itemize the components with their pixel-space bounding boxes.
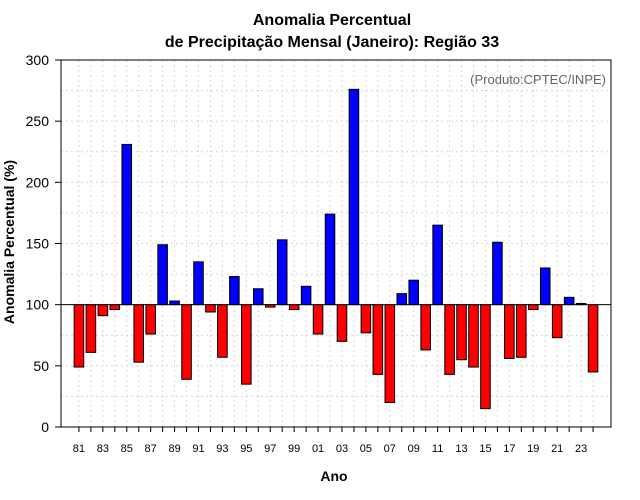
bar-1995 xyxy=(241,304,252,385)
x-tick-label: 13 xyxy=(455,443,467,455)
x-axis-label: Ano xyxy=(320,468,347,484)
bar-1999 xyxy=(288,304,300,311)
bar-1998 xyxy=(276,239,288,306)
chart-title-line1: Anomalia Percentual xyxy=(253,12,411,29)
x-tick-label: 03 xyxy=(336,443,348,455)
x-tick-label: 07 xyxy=(384,443,396,455)
x-tick-label: 91 xyxy=(192,443,204,455)
x-tick-label: 99 xyxy=(288,443,300,455)
bar-2001 xyxy=(312,304,324,335)
bar-1984 xyxy=(109,304,121,311)
bar-1985 xyxy=(121,143,133,306)
bar-1988 xyxy=(157,244,168,306)
bar-2010 xyxy=(420,304,431,351)
bar-2013 xyxy=(456,304,467,361)
x-tick-label: 11 xyxy=(432,443,443,455)
grid-lines xyxy=(61,59,611,428)
bar-2014 xyxy=(468,304,479,368)
x-tick-label: 19 xyxy=(527,443,539,455)
x-tick-label: 23 xyxy=(575,443,587,455)
x-tick-label: 87 xyxy=(145,443,157,455)
x-tick-label: 15 xyxy=(479,443,491,455)
bar-2020 xyxy=(539,267,551,306)
bar-1994 xyxy=(229,276,240,306)
y-tick-label: 150 xyxy=(26,236,50,252)
bar-2000 xyxy=(300,285,312,306)
bar-2021 xyxy=(551,304,563,339)
bar-1981 xyxy=(73,304,85,368)
bar-2022 xyxy=(563,296,575,306)
x-tick-label: 97 xyxy=(264,443,276,455)
bar-2015 xyxy=(480,304,491,410)
x-tick-label: 05 xyxy=(360,443,372,455)
bar-2017 xyxy=(504,304,515,359)
bar-1983 xyxy=(97,304,109,317)
bar-2007 xyxy=(384,304,396,404)
bar-2009 xyxy=(408,279,420,306)
bar-2008 xyxy=(396,293,408,306)
bar-2024 xyxy=(587,304,599,373)
y-tick-label: 250 xyxy=(26,113,50,129)
bar-2012 xyxy=(444,304,455,375)
bar-2016 xyxy=(492,241,503,306)
bar-1996 xyxy=(253,288,264,306)
bar-1992 xyxy=(205,304,216,313)
x-tick-label: 85 xyxy=(121,443,133,455)
y-tick-label: 200 xyxy=(26,174,50,190)
x-tick-label: 83 xyxy=(97,443,109,455)
x-tick-label: 81 xyxy=(73,443,85,455)
bar-1987 xyxy=(145,304,156,335)
x-tick-label: 09 xyxy=(408,443,420,455)
bar-2002 xyxy=(324,213,336,306)
chart-title-line2: de Precipitação Mensal (Janeiro): Região… xyxy=(165,34,499,51)
y-tick-label: 0 xyxy=(41,419,49,435)
bars-group xyxy=(73,88,599,410)
bar-1993 xyxy=(217,304,228,358)
x-tick-label: 95 xyxy=(240,443,252,455)
bar-1986 xyxy=(133,304,145,363)
bar-1990 xyxy=(181,304,192,380)
bar-2003 xyxy=(336,304,348,342)
source-annotation: (Produto:CPTEC/INPE) xyxy=(470,72,606,87)
x-tick-label: 01 xyxy=(312,443,324,455)
bar-2018 xyxy=(516,304,527,358)
y-axis-label: Anomalia Percentual (%) xyxy=(1,160,17,324)
x-tick-label: 93 xyxy=(216,443,228,455)
bar-1989 xyxy=(169,300,180,306)
bar-2005 xyxy=(360,304,372,334)
bar-1982 xyxy=(85,304,97,353)
y-tick-label: 100 xyxy=(26,297,50,313)
bar-2004 xyxy=(348,88,360,306)
y-tick-label: 50 xyxy=(33,358,49,374)
bar-2011 xyxy=(432,224,443,306)
x-tick-label: 17 xyxy=(503,443,515,455)
bar-2006 xyxy=(372,304,384,375)
x-tick-label: 89 xyxy=(168,443,180,455)
bar-2019 xyxy=(528,304,539,311)
y-tick-label: 300 xyxy=(26,52,50,68)
bar-1991 xyxy=(193,261,204,306)
x-tick-label: 21 xyxy=(551,443,563,455)
